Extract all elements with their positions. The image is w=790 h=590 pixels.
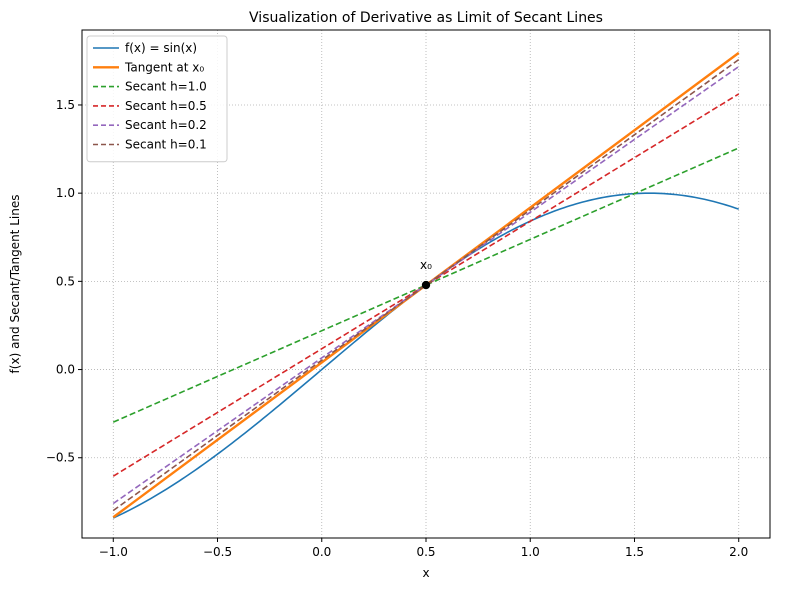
series-line-3 [112, 93, 740, 477]
x-tick-label: 0.5 [416, 545, 435, 559]
series-line-2 [112, 147, 740, 423]
y-tick-label: 1.5 [56, 98, 75, 112]
legend-label-4: Secant h=0.2 [125, 118, 207, 132]
x-tick-label: −0.5 [203, 545, 232, 559]
legend-label-1: Tangent at x₀ [124, 60, 204, 74]
chart-title: Visualization of Derivative as Limit of … [249, 10, 603, 26]
x-tick-label: 2.0 [729, 545, 748, 559]
x0-point-marker [421, 280, 431, 290]
y-tick-label: 1.0 [56, 186, 75, 200]
y-tick-label: −0.5 [46, 451, 75, 465]
legend-label-3: Secant h=0.5 [125, 99, 207, 113]
y-tick-label: 0.0 [56, 363, 75, 377]
legend-label-2: Secant h=1.0 [125, 80, 207, 94]
legend: f(x) = sin(x) Tangent at x₀ Secant h=1.0 Se… [86, 35, 228, 163]
y-axis-label: f(x) and Secant/Tangent Lines [8, 195, 22, 374]
legend-label-5: Secant h=0.1 [125, 138, 207, 152]
x-tick-label: 1.5 [625, 545, 644, 559]
x-tick-label: 0.0 [312, 545, 331, 559]
plot-lines: x₀ [112, 51, 740, 519]
x-axis-label: x [422, 566, 429, 580]
x-tick-label: −1.0 [99, 545, 128, 559]
legend-box [86, 35, 228, 163]
series-line-0 [112, 192, 739, 519]
y-tick-label: 0.5 [56, 274, 75, 288]
x0-point-label: x₀ [420, 258, 432, 272]
series-line-5 [112, 58, 740, 512]
ticks: −1.0 −0.5 0.0 0.5 1.0 1.5 2.0 −0.5 0.0 0.5 1.0 1.5 [46, 98, 748, 559]
x-tick-label: 1.0 [521, 545, 540, 559]
legend-label-0: f(x) = sin(x) [125, 41, 197, 55]
